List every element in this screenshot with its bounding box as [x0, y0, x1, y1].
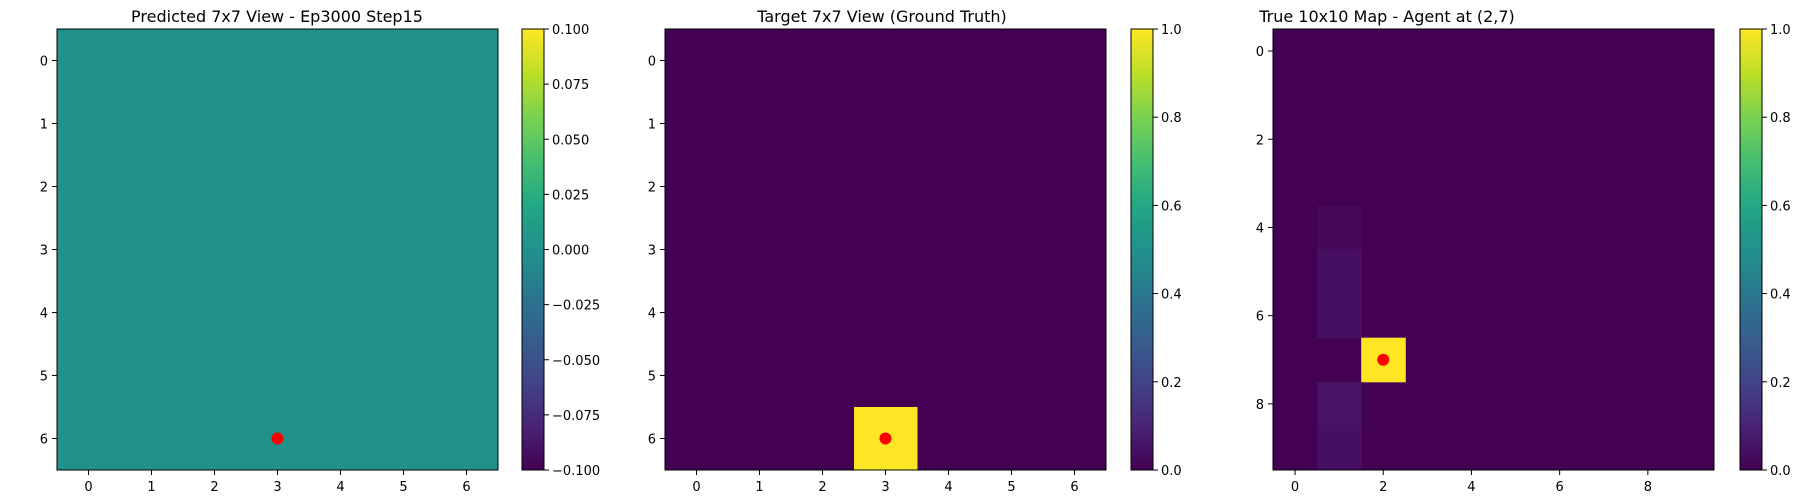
y-tick-label: 8	[1256, 398, 1264, 413]
y-tick-label: 6	[40, 433, 48, 448]
x-tick-label: 0	[84, 480, 92, 495]
y-tick-label: 0	[40, 55, 48, 70]
panel-title: True 10x10 Map - Agent at (2,7)	[1258, 7, 1515, 26]
colorbar-tick-label: 0.100	[552, 23, 589, 38]
colorbar-tick-label: −0.075	[552, 409, 600, 424]
y-tick-label: 6	[1256, 310, 1264, 325]
colorbar-tick-label: −0.050	[552, 354, 600, 369]
y-tick-label: 1	[648, 118, 656, 133]
y-tick-label: 2	[40, 181, 48, 196]
heatmap-cell	[1317, 293, 1362, 339]
y-tick-label: 1	[40, 118, 48, 133]
colorbar-tick-label: 0.0	[1770, 464, 1791, 479]
colorbar-tick-label: 0.0	[1161, 464, 1182, 479]
y-tick-label: 5	[648, 370, 656, 385]
x-tick-label: 3	[881, 480, 889, 495]
y-axis: 0 1 2 3 4 5 6	[40, 55, 57, 448]
heatmap-background	[665, 29, 1106, 470]
heatmap-cell	[1317, 249, 1362, 295]
y-tick-label: 0	[648, 55, 656, 70]
x-tick-label: 1	[755, 480, 763, 495]
colorbar-tick-label: 0.8	[1770, 111, 1791, 126]
heatmap-area	[664, 28, 1107, 471]
x-tick-label: 4	[336, 480, 344, 495]
plot-frame	[1272, 28, 1715, 471]
colorbar-tick-label: 0.000	[552, 244, 589, 259]
heatmap-area	[1272, 28, 1715, 471]
x-tick-label: 8	[1644, 480, 1652, 495]
agent-marker	[271, 432, 284, 445]
x-tick-label: 2	[1379, 480, 1387, 495]
y-tick-label: 4	[40, 307, 48, 322]
colorbar-tick-label: 0.4	[1770, 288, 1791, 303]
colorbar-tick-label: −0.025	[552, 299, 600, 314]
colorbar-gradient	[1130, 28, 1154, 471]
y-tick-label: 6	[648, 433, 656, 448]
y-tick-label: 4	[648, 307, 656, 322]
x-tick-label: 2	[818, 480, 826, 495]
x-axis: 0 2 4 6 8	[1291, 470, 1652, 495]
y-tick-label: 5	[40, 370, 48, 385]
y-tick-label: 2	[648, 181, 656, 196]
colorbar-tick-label: 0.075	[552, 78, 589, 93]
x-tick-label: 1	[147, 480, 155, 495]
colorbar-tick-label: 0.4	[1161, 288, 1182, 303]
x-tick-label: 2	[210, 480, 218, 495]
colorbar-tick-label: −0.100	[552, 464, 600, 479]
x-axis: 0 1 2 3 4 5 6	[692, 470, 1079, 495]
panel-target: Target 7x7 View (Ground Truth) 0 1 2 3 4 5 6 0…	[648, 7, 1182, 495]
x-tick-label: 6	[1070, 480, 1078, 495]
heatmap-cell	[1317, 425, 1362, 471]
x-tick-label: 6	[462, 480, 470, 495]
panel-title: Target 7x7 View (Ground Truth)	[756, 7, 1007, 26]
y-tick-label: 3	[40, 244, 48, 259]
x-tick-label: 5	[1007, 480, 1015, 495]
colorbar-tick-label: 0.2	[1161, 376, 1182, 391]
x-axis: 0 1 2 3 4 5 6	[84, 470, 471, 495]
x-tick-label: 4	[1467, 480, 1475, 495]
x-tick-label: 0	[692, 480, 700, 495]
y-tick-label: 4	[1256, 221, 1264, 236]
colorbar-tick-label: 1.0	[1770, 23, 1791, 38]
y-tick-label: 3	[648, 244, 656, 259]
panel-predicted: Predicted 7x7 View - Ep3000 Step15 0 1 2 3 4…	[40, 7, 600, 495]
colorbar-tick-label: 0.2	[1770, 376, 1791, 391]
panel-title: Predicted 7x7 View - Ep3000 Step15	[131, 7, 423, 26]
heatmap-area	[56, 28, 499, 471]
heatmap-background	[57, 29, 498, 470]
x-tick-label: 6	[1556, 480, 1564, 495]
agent-marker	[879, 432, 892, 445]
panel-true-map: True 10x10 Map - Agent at (2,7) 0 2 4 6 8 0 2…	[1256, 7, 1791, 495]
y-tick-label: 0	[1256, 45, 1264, 60]
colorbar-tick-label: 0.6	[1161, 199, 1182, 214]
y-axis: 0 2 4 6 8	[1256, 45, 1273, 413]
colorbar-gradient	[1739, 28, 1763, 471]
x-tick-label: 3	[273, 480, 281, 495]
agent-marker	[1377, 353, 1390, 366]
colorbar: 1.0 0.8 0.6 0.4 0.2 0.0	[1130, 23, 1182, 479]
colorbar-tick-label: 0.025	[552, 188, 589, 203]
colorbar-tick-label: 0.6	[1770, 199, 1791, 214]
heatmap-cell	[1317, 381, 1362, 427]
colorbar: 0.100 0.075 0.050 0.025 0.000 −0.025 −0.050 −0.…	[521, 23, 600, 479]
colorbar-tick-label: 0.8	[1161, 111, 1182, 126]
x-tick-label: 4	[944, 480, 952, 495]
colorbar: 1.0 0.8 0.6 0.4 0.2 0.0	[1739, 23, 1791, 479]
colorbar-tick-label: 0.050	[552, 133, 589, 148]
y-axis: 0 1 2 3 4 5 6	[648, 55, 665, 448]
x-tick-label: 0	[1291, 480, 1299, 495]
colorbar-gradient	[521, 28, 545, 471]
colorbar-tick-label: 1.0	[1161, 23, 1182, 38]
x-tick-label: 5	[399, 480, 407, 495]
y-tick-label: 2	[1256, 133, 1264, 148]
heatmap-cell	[1317, 205, 1362, 250]
